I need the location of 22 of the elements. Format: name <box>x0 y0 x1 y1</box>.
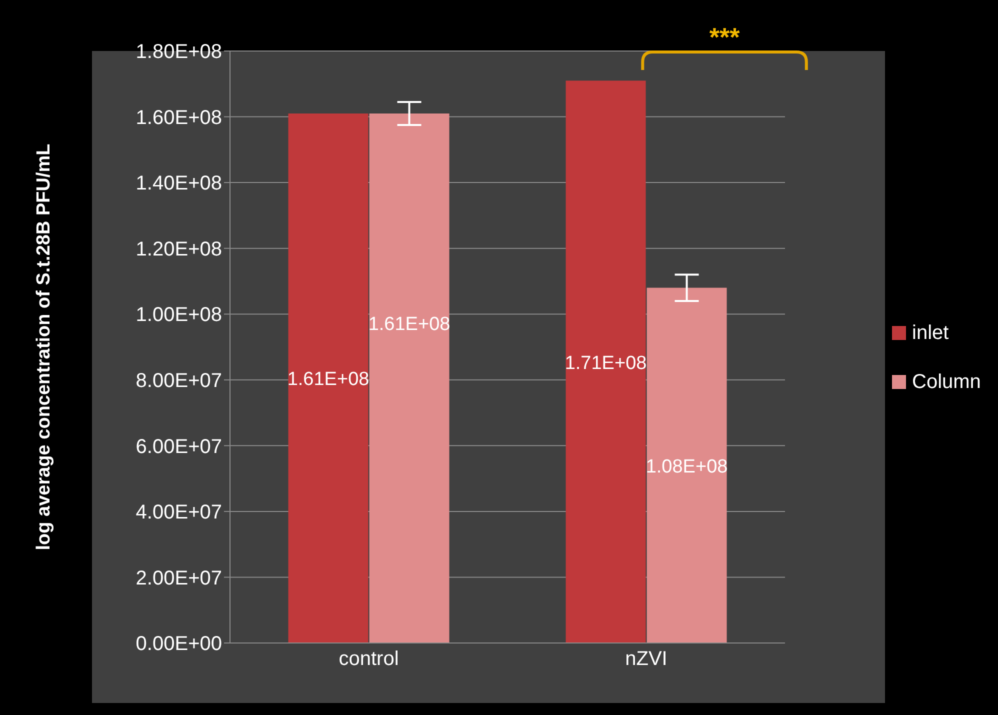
y-axis-title: log average concentration of S.t.28B PFU/mL <box>34 143 55 550</box>
data-label: 1.61E+08 <box>287 369 370 390</box>
legend-label: inlet <box>912 322 949 344</box>
y-tick-label: 8.00E+07 <box>136 370 222 392</box>
x-tick-label: nZVI <box>625 648 668 670</box>
y-tick-label: 0.00E+00 <box>136 633 222 656</box>
bar <box>646 288 727 643</box>
y-tick-label: 4.00E+07 <box>136 502 222 524</box>
bar <box>288 113 368 643</box>
x-tick-label: control <box>338 648 399 670</box>
y-tick-label: 1.80E+08 <box>136 41 222 64</box>
bar <box>566 80 646 643</box>
y-tick-label: 1.40E+08 <box>136 172 222 195</box>
annotation: *** <box>709 22 741 52</box>
bar <box>369 113 450 643</box>
legend-label: Column <box>912 370 981 394</box>
data-label: 1.71E+08 <box>564 352 647 374</box>
y-tick-label: 1.00E+08 <box>136 304 222 326</box>
y-tick-label: 1.20E+08 <box>136 238 222 260</box>
y-tick-label: 6.00E+07 <box>136 436 222 458</box>
y-tick-label: 1.60E+08 <box>136 106 222 129</box>
y-tick-label: 2.00E+07 <box>136 567 222 590</box>
